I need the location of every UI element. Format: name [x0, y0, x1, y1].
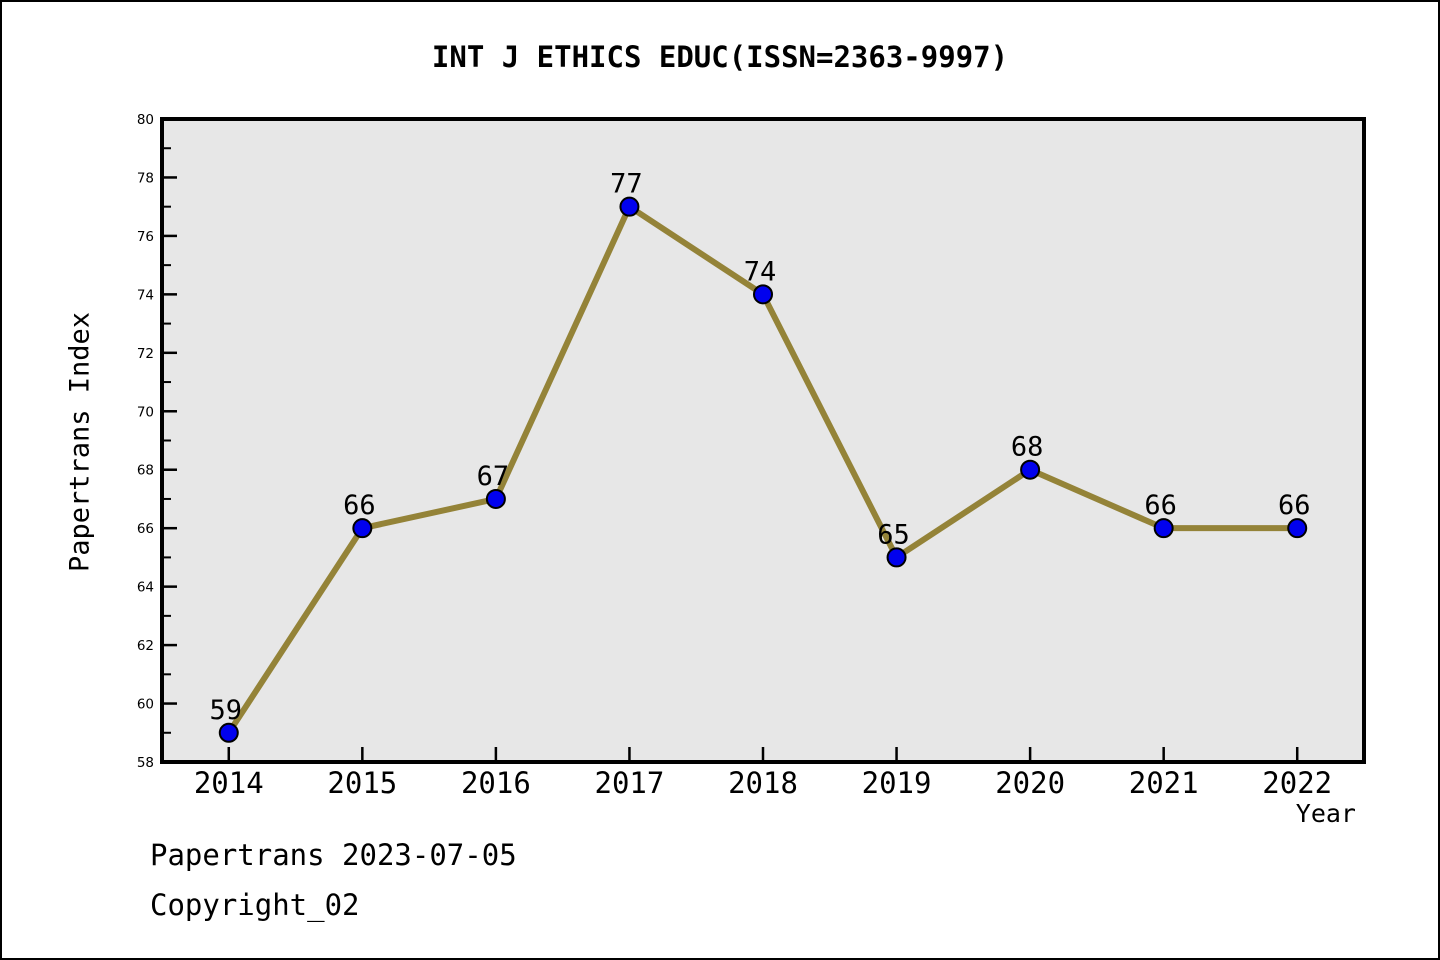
data-point-label: 67	[477, 461, 510, 492]
x-tick-label: 2014	[194, 766, 264, 800]
data-point	[886, 547, 907, 568]
footer-copyright: Copyright_02	[150, 888, 360, 922]
data-point	[1287, 518, 1308, 539]
y-tick-label: 62	[137, 638, 154, 654]
y-axis-ticks: 58 60 62 64 66 68 70 72 74 76 78 80	[137, 112, 177, 771]
x-tick-label: 2015	[327, 766, 397, 800]
y-tick-label: 66	[137, 521, 154, 537]
y-tick-label: 78	[137, 170, 154, 186]
data-point-label: 77	[610, 169, 643, 200]
plot-area	[160, 117, 1366, 764]
y-tick-label: 68	[137, 463, 154, 479]
x-tick-label: 2017	[595, 766, 665, 800]
x-axis-ticks: 2014 2015 2016 2017 2018 2019 2020 2021 2022	[194, 747, 1332, 800]
data-point	[1153, 518, 1174, 539]
footer-date: Papertrans 2023-07-05	[150, 838, 517, 872]
x-tick-label: 2022	[1262, 766, 1332, 800]
data-point	[218, 722, 239, 743]
y-tick-label: 80	[137, 112, 154, 128]
data-point-label: 66	[343, 490, 376, 521]
x-tick-label: 2020	[995, 766, 1065, 800]
data-point	[619, 196, 640, 217]
series-markers: 59 66 67 77 74 65 68 66 66	[210, 169, 1311, 743]
data-point-label: 66	[1144, 490, 1177, 521]
x-axis-label: Year	[1295, 799, 1356, 828]
chart-title: INT J ETHICS EDUC(ISSN=2363-9997)	[431, 40, 1009, 74]
y-tick-label: 76	[137, 229, 154, 245]
y-tick-label: 64	[137, 580, 154, 596]
data-point-label: 66	[1278, 490, 1311, 521]
x-tick-label: 2019	[862, 766, 932, 800]
data-point	[1020, 459, 1041, 480]
data-point-label: 68	[1011, 432, 1044, 463]
y-axis-label: Papertrans Index	[64, 311, 96, 573]
data-point	[485, 488, 506, 509]
x-tick-label: 2016	[461, 766, 531, 800]
data-point-label: 74	[744, 256, 777, 287]
data-point-label: 59	[210, 695, 243, 726]
y-tick-label: 72	[137, 346, 154, 362]
y-tick-label: 58	[137, 755, 154, 771]
data-point-label: 65	[877, 519, 910, 550]
data-point	[753, 284, 773, 305]
x-tick-label: 2018	[728, 766, 798, 800]
y-tick-label: 70	[137, 404, 154, 420]
data-point	[352, 518, 373, 539]
y-tick-label: 74	[137, 287, 154, 303]
y-tick-label: 60	[137, 697, 154, 713]
x-tick-label: 2021	[1129, 766, 1199, 800]
